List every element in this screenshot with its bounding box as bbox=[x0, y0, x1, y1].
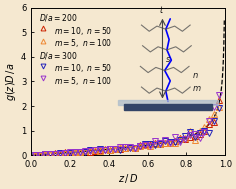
Text: $m = 5,\ n = 100$: $m = 5,\ n = 100$ bbox=[55, 37, 113, 49]
Text: $D/a = 200$: $D/a = 200$ bbox=[39, 12, 77, 23]
Text: $m = 5,\ n = 100$: $m = 5,\ n = 100$ bbox=[55, 75, 113, 87]
Text: $D/a = 300$: $D/a = 300$ bbox=[39, 50, 77, 61]
Text: $m = 10,\ n = 50$: $m = 10,\ n = 50$ bbox=[55, 25, 113, 37]
Y-axis label: $g(z)D\,/\,a$: $g(z)D\,/\,a$ bbox=[4, 62, 18, 101]
Text: $m = 10,\ n = 50$: $m = 10,\ n = 50$ bbox=[55, 62, 113, 74]
X-axis label: $z\,/\,D$: $z\,/\,D$ bbox=[118, 172, 139, 185]
